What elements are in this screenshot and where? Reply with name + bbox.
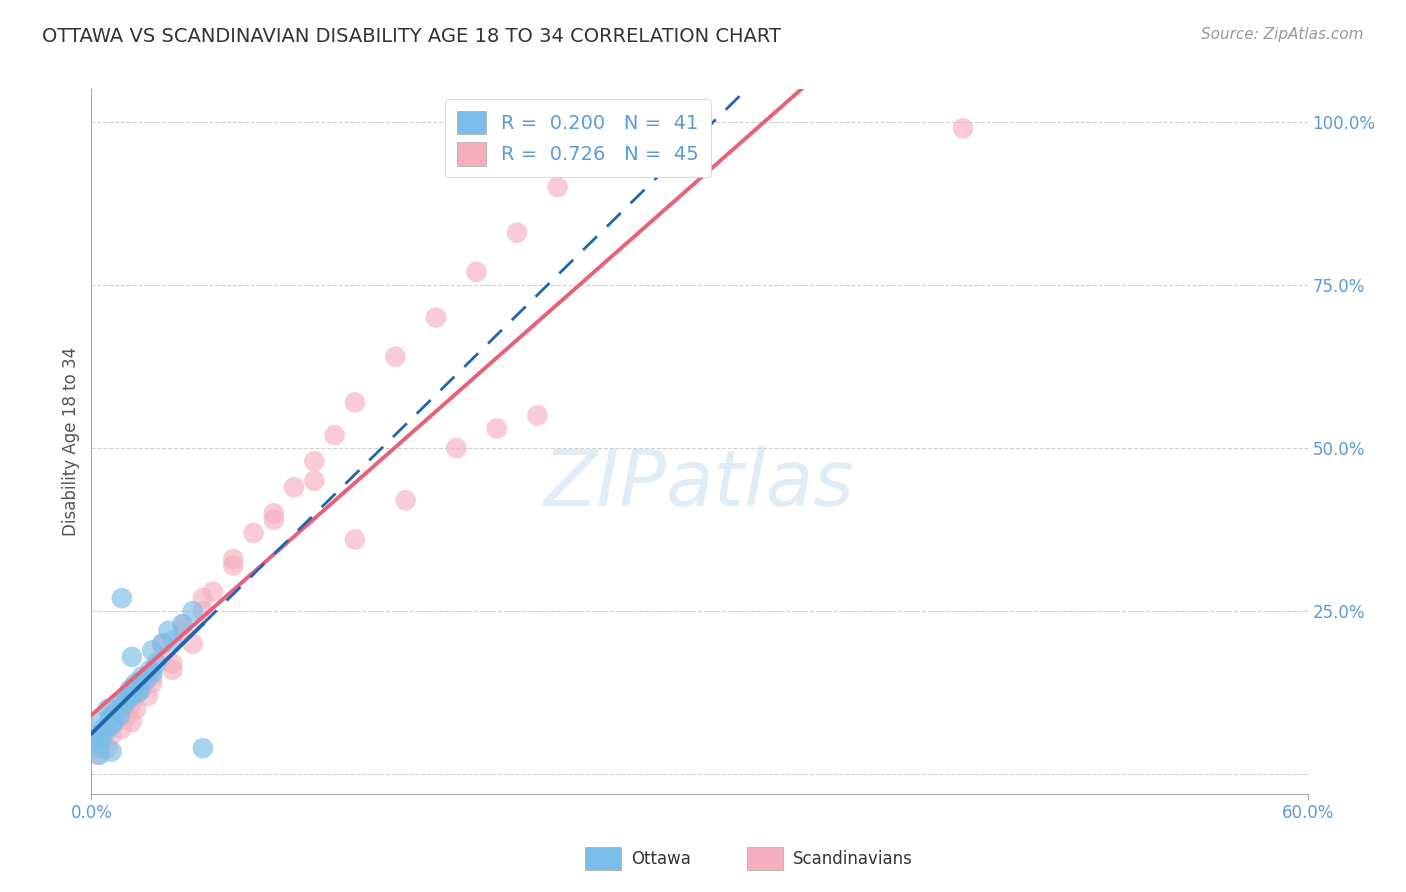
Point [526, 409, 548, 423]
Point [222, 558, 245, 573]
Point [115, 689, 138, 703]
Point [547, 180, 569, 194]
Point [122, 679, 145, 693]
Point [141, 643, 163, 657]
Point [90, 731, 112, 746]
Point [125, 702, 148, 716]
Point [202, 584, 225, 599]
Point [111, 722, 134, 736]
Point [141, 676, 163, 690]
Point [98, 712, 121, 726]
Point [125, 676, 148, 690]
Point [131, 669, 153, 683]
Point [172, 617, 194, 632]
Point [107, 702, 129, 716]
Point [263, 506, 285, 520]
Point [283, 480, 305, 494]
Point [121, 649, 143, 664]
Point [108, 708, 131, 723]
Point [121, 689, 143, 703]
Point [191, 741, 214, 756]
Point [181, 604, 204, 618]
Point [145, 657, 167, 671]
Point [952, 121, 974, 136]
Y-axis label: Disability Age 18 to 34: Disability Age 18 to 34 [62, 347, 80, 536]
Point [304, 474, 326, 488]
Point [100, 728, 122, 742]
Point [191, 591, 214, 606]
Point [323, 428, 346, 442]
Point [117, 692, 139, 706]
Legend: R =  0.200   N =  41, R =  0.726   N =  45: R = 0.200 N = 41, R = 0.726 N = 45 [444, 99, 711, 178]
Point [90, 734, 112, 748]
Point [100, 708, 122, 723]
Point [86, 747, 108, 762]
Point [162, 657, 184, 671]
Point [242, 525, 264, 540]
Point [141, 669, 163, 683]
Point [100, 744, 122, 758]
Point [162, 663, 184, 677]
Point [112, 698, 135, 713]
Text: OTTAWA VS SCANDINAVIAN DISABILITY AGE 18 TO 34 CORRELATION CHART: OTTAWA VS SCANDINAVIAN DISABILITY AGE 18… [42, 27, 782, 45]
Point [263, 513, 285, 527]
Point [150, 649, 173, 664]
Point [89, 741, 111, 756]
Point [191, 604, 214, 618]
Point [111, 591, 134, 606]
Text: Ottawa: Ottawa [631, 850, 692, 868]
Point [90, 715, 112, 730]
Point [506, 226, 529, 240]
Point [465, 265, 488, 279]
FancyBboxPatch shape [747, 847, 783, 870]
Point [104, 715, 127, 730]
Text: Scandinavians: Scandinavians [793, 850, 912, 868]
Point [97, 702, 120, 716]
Point [84, 734, 107, 748]
Point [93, 722, 115, 736]
Point [118, 682, 141, 697]
Point [172, 617, 194, 632]
Point [139, 663, 162, 677]
Point [103, 715, 125, 730]
Point [141, 666, 163, 681]
Point [150, 637, 173, 651]
FancyBboxPatch shape [585, 847, 621, 870]
Point [222, 552, 245, 566]
Point [97, 741, 120, 756]
Point [181, 637, 204, 651]
Point [135, 673, 157, 687]
Point [121, 715, 143, 730]
Point [129, 682, 152, 697]
Text: Source: ZipAtlas.com: Source: ZipAtlas.com [1201, 27, 1364, 42]
Point [104, 706, 127, 720]
Point [444, 441, 467, 455]
Point [136, 689, 159, 703]
Point [304, 454, 326, 468]
Point [485, 421, 508, 435]
Point [384, 350, 406, 364]
Point [157, 624, 180, 638]
Point [121, 696, 143, 710]
Point [131, 682, 153, 697]
Point [94, 725, 117, 739]
Point [172, 624, 194, 638]
Point [425, 310, 447, 325]
Point [89, 747, 111, 762]
Point [343, 395, 366, 409]
Point [162, 633, 184, 648]
Point [150, 637, 173, 651]
Point [86, 728, 108, 742]
Point [100, 718, 122, 732]
Point [127, 686, 149, 700]
Point [111, 696, 134, 710]
Point [117, 708, 139, 723]
Text: ZIPatlas: ZIPatlas [544, 446, 855, 522]
Point [343, 533, 366, 547]
Point [394, 493, 416, 508]
